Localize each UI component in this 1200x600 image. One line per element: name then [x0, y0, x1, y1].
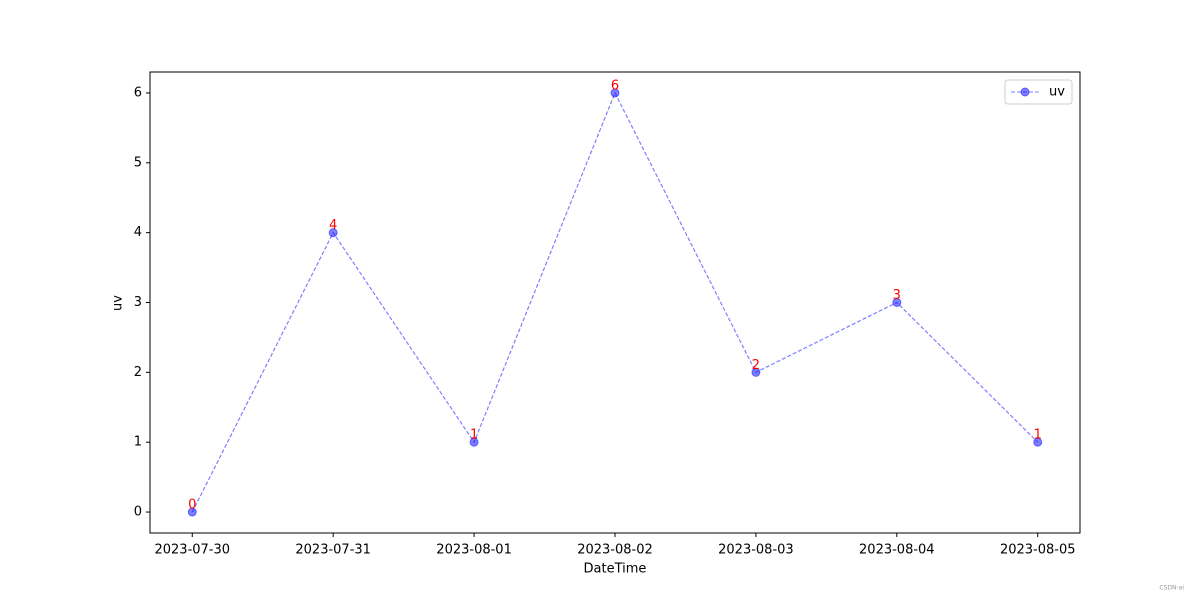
marker: [892, 298, 902, 307]
x-tick-label: 2023-08-05: [1000, 543, 1076, 558]
data-label: 4: [329, 218, 337, 233]
y-axis-label: uv: [111, 295, 126, 311]
watermark: CSDN-ai: [1159, 585, 1184, 592]
marker: [187, 507, 197, 517]
data-label: 0: [188, 498, 196, 513]
x-tick-label: 2023-08-04: [859, 543, 935, 558]
legend-marker: [1020, 87, 1030, 97]
plot-frame: [149, 71, 1081, 534]
y-tick-label: 2: [134, 365, 142, 380]
y-tick-label: 4: [134, 225, 142, 240]
data-label: 2: [752, 358, 760, 373]
y-tick-label: 6: [134, 85, 142, 100]
data-label: 6: [611, 78, 619, 93]
marker: [469, 437, 479, 447]
x-tick-label: 2023-08-01: [436, 543, 512, 558]
x-tick-label: 2023-07-31: [295, 543, 371, 558]
y-tick-label: 1: [134, 435, 142, 450]
y-tick-label: 0: [134, 505, 142, 520]
marker: [751, 367, 761, 377]
data-label: 1: [470, 428, 478, 443]
x-axis-label: DateTime: [584, 562, 647, 577]
y-tick-label: 5: [134, 155, 142, 170]
marker: [1033, 437, 1043, 447]
data-label: 1: [1034, 428, 1042, 443]
x-tick-label: 2023-08-03: [718, 543, 794, 558]
legend-label: uv: [1049, 85, 1065, 100]
x-tick-label: 2023-08-02: [577, 543, 653, 558]
x-tick-label: 2023-07-30: [154, 543, 230, 558]
marker: [610, 88, 620, 98]
y-tick-label: 3: [134, 295, 142, 310]
data-label: 3: [893, 288, 901, 303]
marker: [328, 228, 338, 238]
